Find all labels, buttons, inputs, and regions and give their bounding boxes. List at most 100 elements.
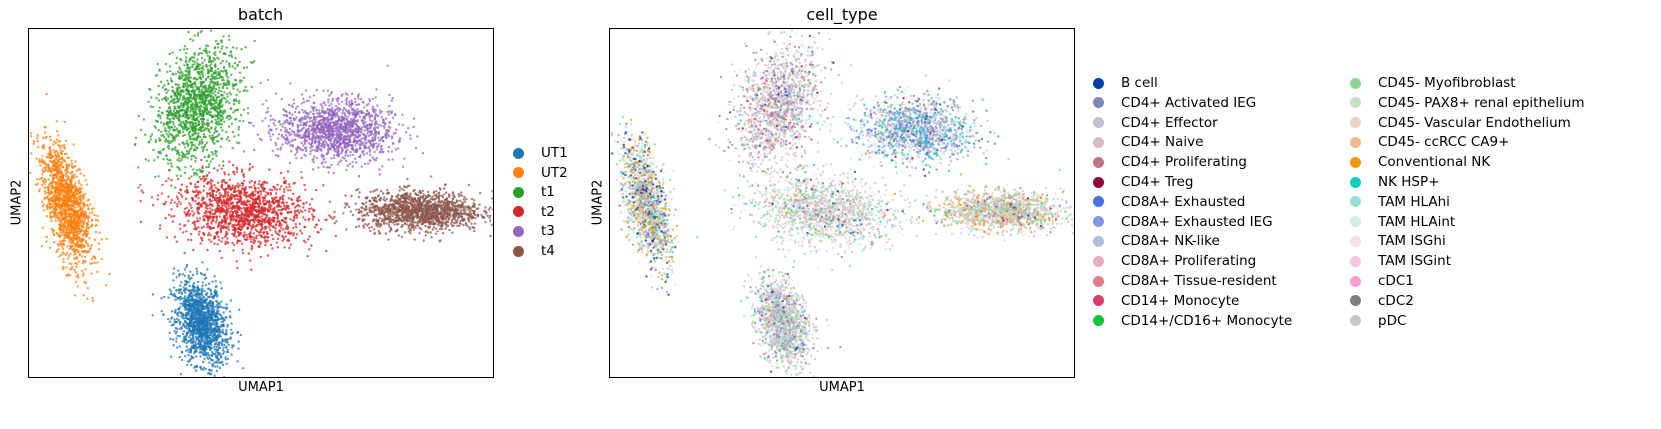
scatter-point [199,126,203,129]
scatter-point [212,333,216,337]
scatter-point [172,91,176,94]
scatter-point [210,121,214,124]
scatter-point [231,223,234,227]
scatter-point [202,353,205,357]
scatter-point [184,59,188,62]
scatter-point [260,215,264,218]
scatter-point [81,234,85,237]
scatter-point [192,310,195,313]
scatter-point [150,133,154,136]
scatter-point [177,318,180,322]
scatter-point [156,198,159,201]
scatter-point [57,255,61,258]
scatter-point [80,244,84,247]
scatter-point [168,288,171,291]
scatter-point [226,79,229,82]
scatter-point [201,287,204,290]
scatter-point [203,108,206,111]
scatter-point [178,291,181,295]
scatter-point [280,226,283,229]
scatter-point [167,141,170,145]
scatter-point [54,206,57,209]
scatter-point [213,361,216,364]
scatter-point [200,83,203,86]
scatter-point [225,303,228,306]
scatter-point [208,329,211,332]
scatter-point [214,94,217,97]
scatter-point [295,225,298,229]
scatter-point [211,138,214,142]
scatter-point [308,248,311,251]
scatter-point [190,158,193,161]
scatter-point [200,171,204,174]
scatter-point [197,338,200,341]
scatter-point [204,104,207,108]
scatter-point [189,165,193,168]
scatter-point [239,232,243,235]
scatter-point [167,117,170,120]
scatter-point [157,110,160,113]
scatter-point [75,175,78,178]
scatter-point [70,162,74,165]
scatter-point [199,73,202,76]
scatter-point [192,137,195,140]
scatter-point [55,175,59,178]
scatter-point [235,170,239,174]
scatter-point [73,268,76,272]
scatter-point [242,175,246,178]
scatter-point [204,127,207,130]
scatter-point [225,306,228,309]
scatter-point [73,176,76,179]
scatter-point [165,154,168,157]
scatter-point [94,230,98,234]
scatter-point [223,171,226,174]
scatter-point [238,90,241,93]
scatter-point [52,194,55,197]
scatter-point [41,155,44,158]
scatter-point [183,123,187,127]
scatter-point [202,122,206,125]
scatter-point [82,272,85,275]
scatter-point [67,175,70,178]
scatter-point [199,80,203,84]
scatter-point [176,129,179,132]
scatter-point [193,321,196,325]
scatter-point [96,261,99,264]
scatter-point [203,100,206,104]
scatter-point [203,59,206,62]
scatter-point [223,120,226,123]
scatter-point [84,240,88,243]
scatter-point [183,321,187,324]
scatter-point [196,173,199,176]
scatter-point [189,106,193,110]
scatter-point [208,60,211,64]
scatter-point [61,161,64,164]
scatter-point [211,141,215,144]
scatter-point [167,317,170,321]
scatter-point [191,39,195,42]
scatter-point [73,206,76,209]
scatter-point [208,64,211,68]
scatter-point [295,233,299,236]
scatter-point [148,87,151,91]
scatter-point [226,323,229,326]
scatter-point [189,100,193,103]
scatter-point [187,209,191,212]
scatter-point [218,99,221,102]
scatter-point [195,267,198,270]
scatter-point [205,174,209,178]
scatter-point [222,320,225,323]
scatter-point [79,227,82,231]
scatter-point [207,165,210,169]
scatter-point [208,130,211,134]
scatter-point [213,275,216,278]
scatter-point [190,238,193,242]
scatter-point [214,316,217,319]
scatter-point [228,38,231,42]
scatter-point [188,71,191,75]
scatter-point [288,185,291,189]
scatter-point [209,111,212,114]
scatter-point [195,292,198,295]
scatter-point [190,206,193,210]
scatter-point [204,84,207,88]
